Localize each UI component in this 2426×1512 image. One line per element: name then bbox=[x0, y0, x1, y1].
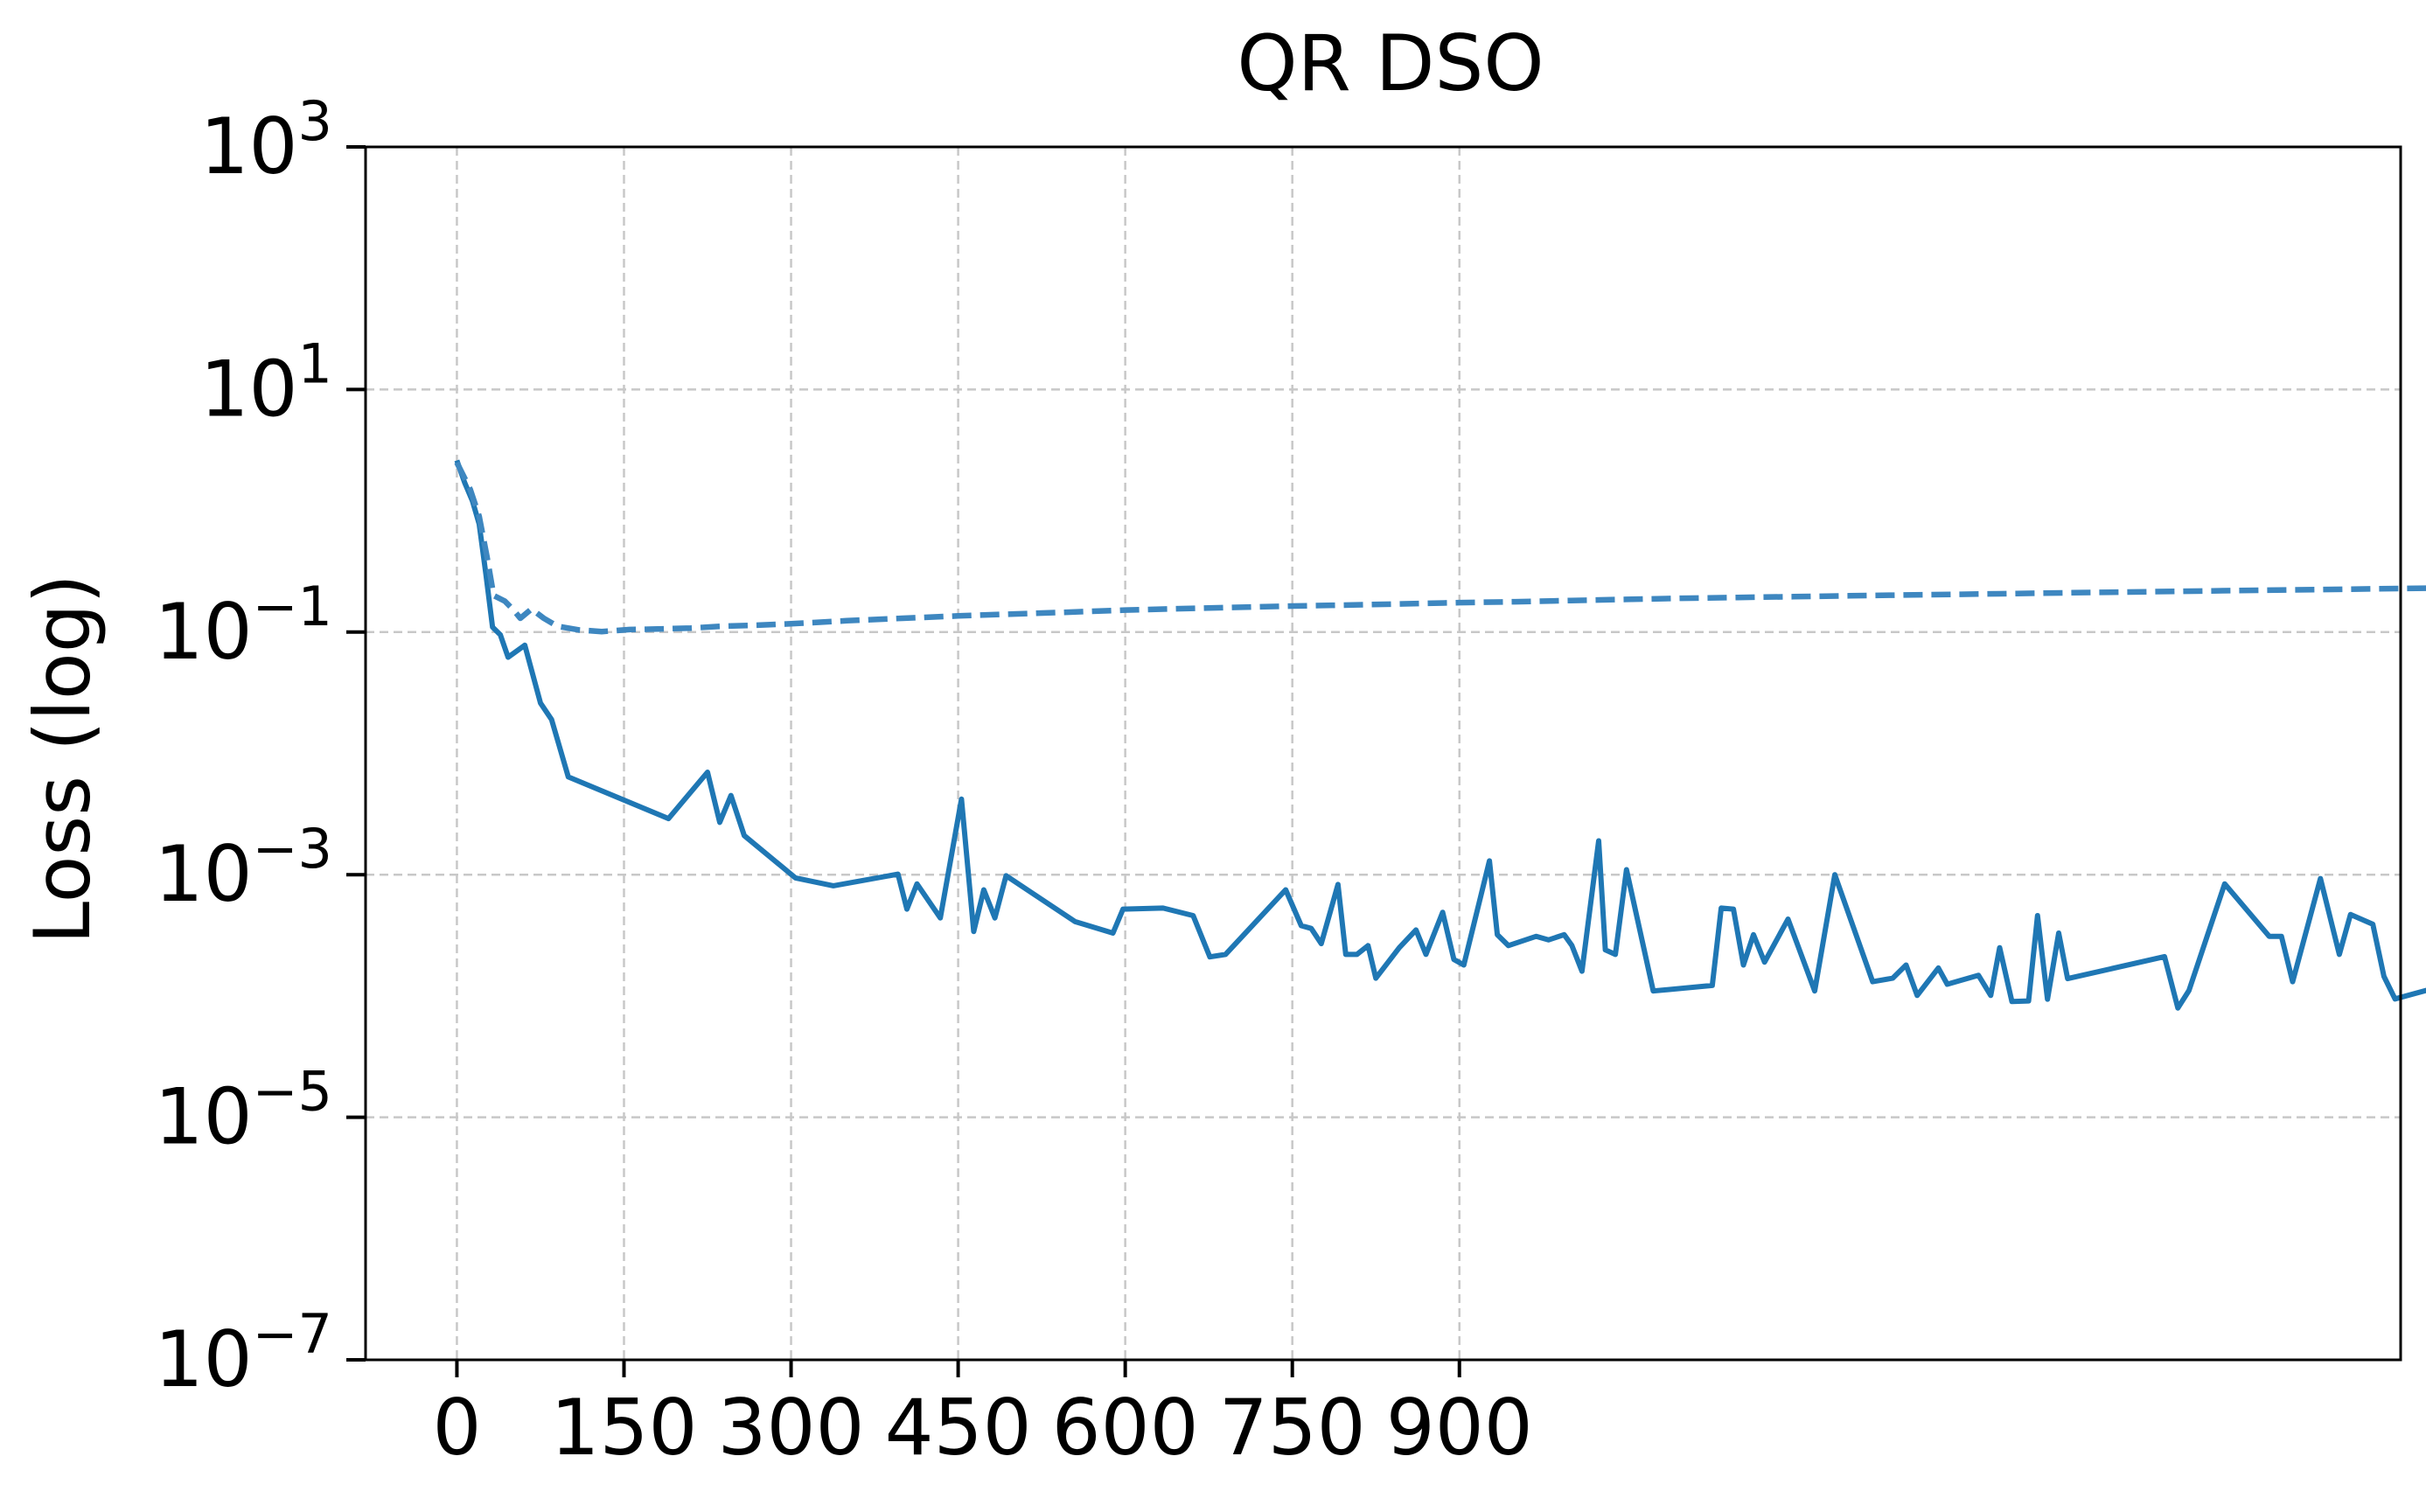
chart-title: QR DSO bbox=[1237, 18, 1544, 108]
solid-series-line bbox=[454, 459, 2426, 1011]
y-tick-label: 10−5 bbox=[155, 1060, 332, 1162]
y-axis-label: Loss (log) bbox=[17, 574, 108, 944]
y-tick-label: 10−3 bbox=[155, 817, 332, 919]
gridlines bbox=[366, 145, 2401, 1362]
x-tick-label: 900 bbox=[1386, 1383, 1533, 1473]
axis-ticks: 0 150 300 450 600 750 900 10−7 10−5 10−3 10−1 101 10… bbox=[155, 89, 1533, 1473]
x-tick-label: 750 bbox=[1219, 1383, 1366, 1473]
x-tick-label: 0 bbox=[432, 1383, 481, 1473]
y-tick-label: 103 bbox=[200, 89, 332, 192]
y-tick-label: 10−1 bbox=[155, 575, 332, 677]
plot-frame bbox=[364, 145, 2402, 1362]
y-tick-label: 10−7 bbox=[155, 1302, 332, 1404]
dashed-series-line bbox=[454, 461, 2426, 635]
x-tick-label: 300 bbox=[718, 1383, 865, 1473]
series-lines bbox=[454, 459, 2426, 1011]
x-tick-label: 600 bbox=[1052, 1383, 1199, 1473]
x-tick-label: 450 bbox=[885, 1383, 1032, 1473]
x-tick-label: 150 bbox=[551, 1383, 698, 1473]
y-tick-label: 101 bbox=[200, 331, 332, 434]
